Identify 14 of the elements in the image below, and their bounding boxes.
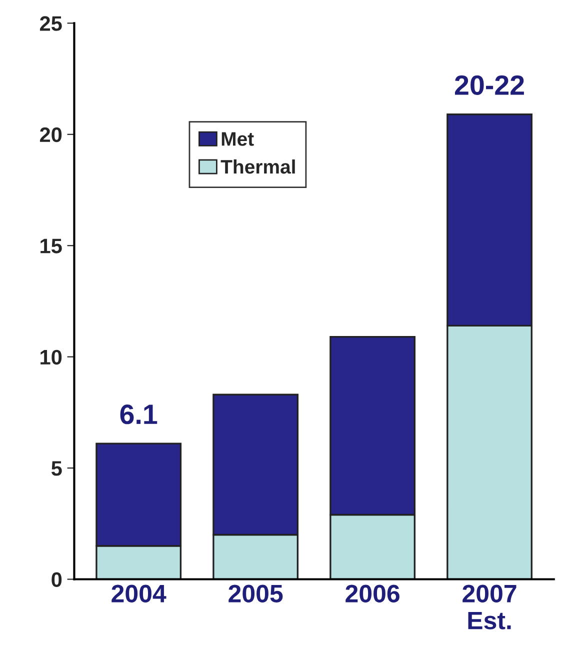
y-tick-label: 20	[40, 127, 62, 142]
y-tick-label: 5	[51, 461, 62, 476]
y-tick-label: 25	[40, 16, 62, 31]
annotation: 6.1	[120, 404, 158, 424]
x-tick-label: 2007 Est.	[462, 584, 516, 630]
y-tick-label: 0	[52, 572, 62, 588]
y-tick-label: 15	[40, 238, 62, 254]
x-tick-label: 2006	[346, 584, 400, 602]
annotation: 20-22	[454, 75, 524, 95]
legend-label: Met	[222, 132, 254, 146]
legend-label: Thermal	[220, 159, 295, 174]
y-tick-label: 10	[40, 350, 62, 365]
x-tick-label: 2004	[112, 584, 166, 602]
x-tick-label: 2005	[228, 584, 283, 602]
